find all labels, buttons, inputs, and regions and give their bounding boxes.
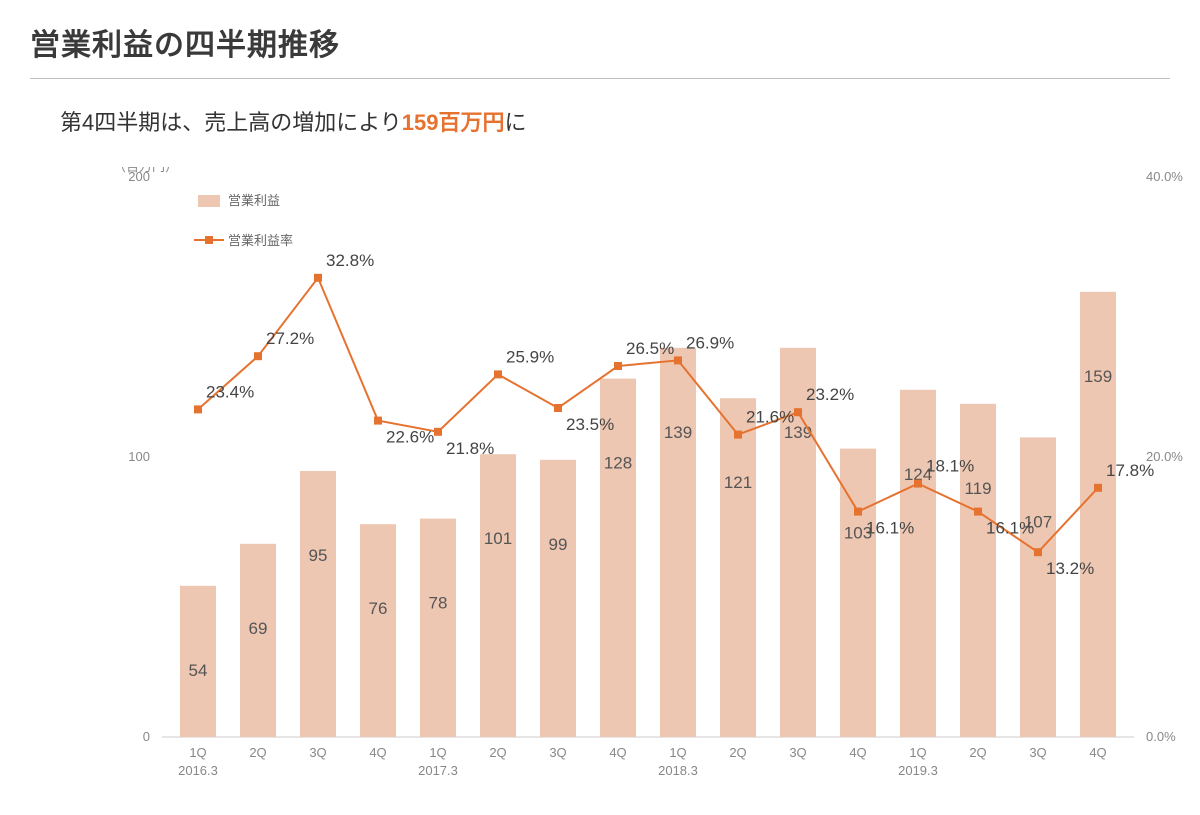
- x-tick: 1Q: [429, 745, 446, 760]
- x-tick: 1Q: [909, 745, 926, 760]
- chart-container: （百万円）01002000.0%20.0%40.0%54699576781019…: [48, 167, 1170, 797]
- bar: [480, 454, 516, 737]
- bar-value: 54: [189, 661, 208, 680]
- bar-value: 76: [369, 599, 388, 618]
- x-tick: 3Q: [1029, 745, 1046, 760]
- line-marker: [254, 352, 262, 360]
- pct-label: 23.2%: [806, 385, 854, 404]
- line-marker: [1034, 548, 1042, 556]
- bar: [660, 348, 696, 737]
- pct-label: 23.4%: [206, 382, 254, 401]
- page-title: 営業利益の四半期推移: [30, 20, 1170, 64]
- bar: [960, 404, 996, 737]
- y-right-tick: 0.0%: [1146, 729, 1176, 744]
- pct-label: 26.9%: [686, 333, 734, 352]
- y-left-tick: 100: [128, 449, 150, 464]
- x-tick: 4Q: [849, 745, 866, 760]
- legend-line-label: 営業利益率: [228, 233, 293, 248]
- bar: [780, 348, 816, 737]
- line-marker: [734, 431, 742, 439]
- bar-value: 121: [724, 473, 752, 492]
- x-tick: 3Q: [549, 745, 566, 760]
- pct-label: 16.1%: [986, 519, 1034, 538]
- combo-chart: （百万円）01002000.0%20.0%40.0%54699576781019…: [48, 167, 1188, 797]
- subtitle-post: に: [505, 110, 527, 135]
- bar: [360, 524, 396, 737]
- pct-label: 32.8%: [326, 251, 374, 270]
- legend-bar-label: 営業利益: [228, 193, 280, 208]
- pct-label: 27.2%: [266, 329, 314, 348]
- line-marker: [434, 428, 442, 436]
- pct-label: 21.8%: [446, 439, 494, 458]
- x-tick: 2Q: [969, 745, 986, 760]
- subtitle-pre: 第4四半期は、売上高の増加により: [60, 110, 402, 135]
- y-left-tick: 200: [128, 169, 150, 184]
- pct-label: 13.2%: [1046, 559, 1094, 578]
- bar-value: 99: [549, 535, 568, 554]
- x-tick: 2Q: [729, 745, 746, 760]
- line-marker: [1094, 484, 1102, 492]
- pct-label: 21.6%: [746, 408, 794, 427]
- x-tick: 4Q: [369, 745, 386, 760]
- line-marker: [794, 408, 802, 416]
- legend-line-marker: [205, 236, 213, 244]
- bar-value: 101: [484, 529, 512, 548]
- line-marker: [314, 274, 322, 282]
- bar-value: 119: [964, 479, 991, 498]
- bar: [240, 544, 276, 737]
- bar: [1020, 437, 1056, 737]
- x-tick: 2Q: [489, 745, 506, 760]
- x-tick: 4Q: [1089, 745, 1106, 760]
- bar: [900, 390, 936, 737]
- subtitle: 第4四半期は、売上高の増加により159百万円に: [60, 105, 1170, 137]
- line-marker: [554, 404, 562, 412]
- bar-value: 78: [429, 594, 448, 613]
- line-marker: [974, 508, 982, 516]
- x-year: 2016.3: [178, 763, 218, 778]
- line-marker: [854, 508, 862, 516]
- legend-bar-swatch: [198, 195, 220, 207]
- bar: [720, 398, 756, 737]
- bar: [1080, 292, 1116, 737]
- x-year: 2017.3: [418, 763, 458, 778]
- x-tick: 3Q: [789, 745, 806, 760]
- line-marker: [914, 480, 922, 488]
- line-marker: [194, 405, 202, 413]
- bar-value: 95: [309, 546, 328, 565]
- x-tick: 1Q: [669, 745, 686, 760]
- line-marker: [494, 370, 502, 378]
- x-year: 2019.3: [898, 763, 938, 778]
- pct-label: 26.5%: [626, 339, 674, 358]
- bar-value: 69: [249, 619, 268, 638]
- x-tick: 2Q: [249, 745, 266, 760]
- bar-value: 139: [664, 423, 692, 442]
- pct-label: 16.1%: [866, 519, 914, 538]
- x-year: 2018.3: [658, 763, 698, 778]
- x-tick: 3Q: [309, 745, 326, 760]
- pct-label: 17.8%: [1106, 461, 1154, 480]
- bar: [540, 460, 576, 737]
- bar: [420, 519, 456, 737]
- bar: [300, 471, 336, 737]
- line-marker: [374, 417, 382, 425]
- bar-value: 128: [604, 454, 632, 473]
- title-rule: [30, 78, 1170, 79]
- subtitle-highlight: 159百万円: [402, 110, 505, 135]
- pct-label: 23.5%: [566, 415, 614, 434]
- bar-value: 159: [1084, 367, 1112, 386]
- pct-label: 22.6%: [386, 428, 434, 447]
- pct-label: 25.9%: [506, 347, 554, 366]
- x-tick: 1Q: [189, 745, 206, 760]
- y-left-tick: 0: [143, 729, 150, 744]
- line-marker: [674, 356, 682, 364]
- pct-label: 18.1%: [926, 457, 974, 476]
- x-tick: 4Q: [609, 745, 626, 760]
- line-marker: [614, 362, 622, 370]
- y-right-tick: 40.0%: [1146, 169, 1183, 184]
